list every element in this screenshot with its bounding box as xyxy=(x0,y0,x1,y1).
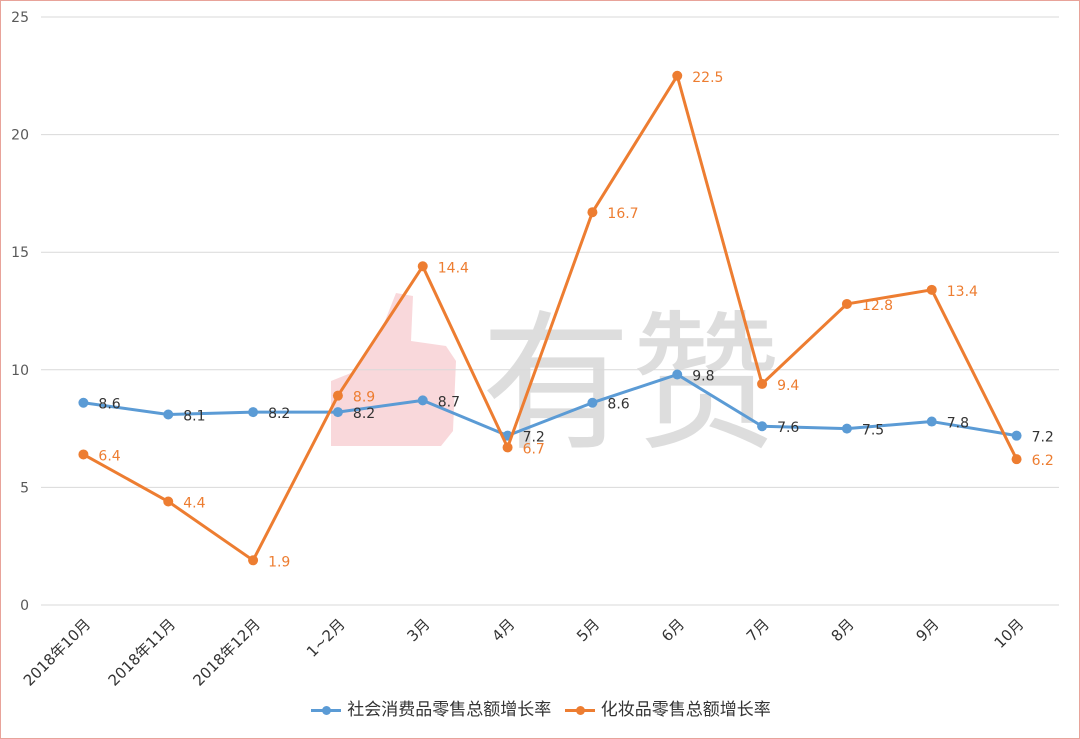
data-label: 7.6 xyxy=(777,420,799,436)
legend-label-retail: 社会消费品零售总额增长率 xyxy=(347,700,552,720)
data-point xyxy=(78,397,89,408)
data-label: 9.8 xyxy=(692,369,714,385)
data-label: 6.2 xyxy=(1032,453,1054,469)
legend-item-retail[interactable]: 社会消费品零售总额增长率 xyxy=(311,695,551,720)
series-1: 6.4 4.4 1.9 8.9 14.4 6.7 16.7 22.5 9.4 12.8 13.4 6.… xyxy=(78,70,1054,570)
data-label: 6.4 xyxy=(98,448,120,464)
data-label: 8.2 xyxy=(268,406,290,422)
legend: 社会消费品零售总额增长率 化妆品零售总额增长率 xyxy=(1,695,1080,720)
x-tick-label: 5月 xyxy=(573,615,603,645)
data-point xyxy=(672,70,683,81)
y-tick-label: 10 xyxy=(11,363,29,379)
data-label: 16.7 xyxy=(607,206,638,222)
data-point xyxy=(248,407,259,418)
data-point xyxy=(332,407,343,418)
data-point xyxy=(1011,454,1022,465)
data-point xyxy=(757,378,768,389)
data-point xyxy=(926,284,937,295)
data-label: 7.8 xyxy=(947,416,969,432)
y-tick-label: 0 xyxy=(20,598,29,614)
x-tick-label: 9月 xyxy=(912,615,942,645)
data-point xyxy=(502,442,513,453)
gridlines xyxy=(41,16,1059,606)
y-tick-label: 25 xyxy=(11,10,29,26)
data-label: 9.4 xyxy=(777,378,799,394)
data-point xyxy=(163,409,174,420)
data-point xyxy=(587,397,598,408)
x-tick-label: 7月 xyxy=(743,615,773,645)
data-label: 12.8 xyxy=(862,298,893,314)
data-label: 8.6 xyxy=(607,397,629,413)
data-label: 22.5 xyxy=(692,70,723,86)
data-label: 7.2 xyxy=(1032,430,1054,446)
data-label: 7.2 xyxy=(523,430,545,446)
data-point xyxy=(78,449,89,460)
y-axis: 0 5 10 15 20 25 xyxy=(11,10,29,614)
data-point xyxy=(841,423,852,434)
series-line xyxy=(83,373,1017,438)
data-label: 7.5 xyxy=(862,423,884,439)
series-0: 8.6 8.1 8.2 8.2 8.7 7.2 8.6 9.8 7.6 7.5 7.8 7.2 xyxy=(78,369,1054,446)
data-label: 8.9 xyxy=(353,390,375,406)
data-point xyxy=(417,261,428,272)
y-tick-label: 20 xyxy=(11,128,29,144)
data-label: 1.9 xyxy=(268,554,290,570)
data-label: 13.4 xyxy=(947,284,978,300)
x-tick-label: 2018年11月 xyxy=(105,615,179,689)
data-point xyxy=(417,395,428,406)
y-tick-label: 15 xyxy=(11,245,29,261)
x-tick-label: 1~2月 xyxy=(303,615,349,661)
data-point xyxy=(163,496,174,507)
y-tick-label: 5 xyxy=(20,480,29,496)
legend-label-cosmetics: 化妆品零售总额增长率 xyxy=(600,700,771,720)
x-tick-label: 3月 xyxy=(403,615,433,645)
data-point xyxy=(757,421,768,432)
legend-swatch-cosmetics xyxy=(564,705,595,715)
x-axis: 2018年10月 2018年11月 2018年12月 1~2月 3月 4月 5月 6月 7月 8月… xyxy=(20,615,1028,689)
data-label: 6.7 xyxy=(523,441,545,457)
data-point xyxy=(841,298,852,309)
x-tick-label: 6月 xyxy=(658,615,688,645)
data-label: 8.1 xyxy=(183,408,205,424)
series: 8.6 8.1 8.2 8.2 8.7 7.2 8.6 9.8 7.6 7.5 7.8 7.2 6.4 4… xyxy=(78,70,1054,570)
data-point xyxy=(672,369,683,380)
x-tick-label: 4月 xyxy=(488,615,518,645)
data-label: 14.4 xyxy=(438,260,469,276)
data-label: 8.6 xyxy=(98,397,120,413)
data-point xyxy=(332,390,343,401)
data-label: 8.7 xyxy=(438,394,460,410)
x-tick-label: 10月 xyxy=(991,615,1028,652)
data-point xyxy=(1011,430,1022,441)
data-label: 8.2 xyxy=(353,406,375,422)
data-point xyxy=(587,207,598,218)
x-tick-label: 8月 xyxy=(828,615,858,645)
data-point xyxy=(926,416,937,427)
data-point xyxy=(248,555,259,566)
legend-swatch-retail xyxy=(311,705,342,715)
data-label: 4.4 xyxy=(183,496,205,512)
legend-item-cosmetics[interactable]: 化妆品零售总额增长率 xyxy=(564,695,771,720)
x-tick-label: 2018年12月 xyxy=(189,615,263,689)
series-line xyxy=(82,74,1018,562)
x-tick-label: 2018年10月 xyxy=(20,615,94,689)
